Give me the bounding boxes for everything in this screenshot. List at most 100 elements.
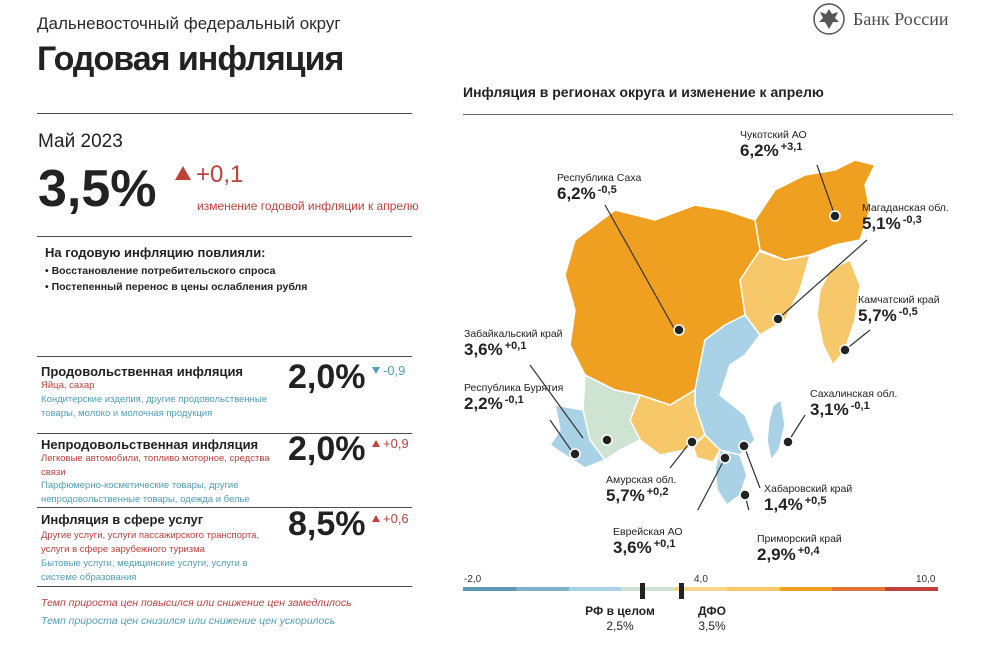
region-name: Забайкальский край — [464, 328, 563, 340]
region-label: Приморский край 2,9% +0,4 — [757, 533, 842, 565]
marker-rf-label: РФ в целом — [585, 604, 655, 618]
scale-segment — [463, 587, 516, 591]
leader-line — [604, 204, 676, 331]
logo-text: Банк России — [853, 8, 949, 29]
change-note: изменение годовой инфляции к апрелю — [197, 199, 419, 213]
category-value: 2,0% — [288, 430, 366, 468]
category-down-items: Кондитерские изделия, другие продовольст… — [41, 394, 268, 419]
region-chukotka[interactable] — [754, 159, 877, 261]
category-divider — [37, 356, 412, 357]
leader-line — [529, 364, 584, 439]
eagle-emblem-icon — [813, 3, 845, 35]
legend-increase: Темп прироста цен повысился или снижение… — [41, 597, 352, 609]
region-value: 6,2% +3,1 — [740, 141, 803, 160]
factors-title: На годовую инфляцию повлияли: — [45, 245, 266, 260]
region-name: Приморский край — [757, 533, 842, 545]
region-label: Забайкальский край 3,6% +0,1 — [464, 328, 563, 360]
region-name: Республика Бурятия — [464, 382, 564, 394]
region-label: Республика Бурятия 2,2% -0,1 — [464, 382, 563, 414]
region-label: Хабаровский край 1,4% +0,5 — [764, 483, 852, 515]
region-buryatia[interactable] — [548, 404, 607, 469]
region-label: Республика Саха 6,2% -0,5 — [557, 172, 641, 204]
factor-item: • Восстановление потребительского спроса — [45, 265, 276, 277]
region-label: Сахалинская обл. 3,1% -0,1 — [810, 388, 897, 420]
triangle-up-icon — [372, 440, 380, 447]
region-name: Чукотский АО — [740, 129, 807, 141]
leader-line — [743, 445, 761, 489]
leader-line — [697, 457, 726, 510]
category-change-value: +0,6 — [383, 511, 409, 526]
category-up-items: Легковые автомобили, топливо моторное, с… — [41, 453, 270, 478]
category-change-value: +0,9 — [383, 436, 409, 451]
region-name: Амурская обл. — [606, 474, 677, 486]
page-title: Годовая инфляция — [37, 40, 344, 78]
marker-dfo — [679, 583, 684, 599]
region-dot — [719, 452, 731, 464]
region-name: Еврейская АО — [613, 526, 683, 538]
triangle-down-icon — [372, 367, 380, 374]
region-name: Камчатский край — [858, 294, 940, 306]
region-name: Хабаровский край — [764, 483, 853, 495]
scale-segment — [779, 587, 833, 591]
annual-inflation-change: +0,1 — [175, 161, 243, 189]
region-dot — [782, 436, 794, 448]
category-divider — [37, 586, 412, 587]
region-dot — [601, 434, 613, 446]
factor-item: • Постепенный перенос в цены ослабления … — [45, 281, 308, 293]
region-value: 5,1% -0,3 — [862, 214, 922, 233]
region-sakhalin[interactable] — [766, 398, 786, 462]
region-dot — [772, 313, 784, 325]
region-value: 5,7% -0,5 — [858, 306, 918, 325]
leader-line — [777, 239, 868, 320]
marker-rf — [640, 583, 645, 599]
region-value: 3,1% -0,1 — [810, 400, 870, 419]
category-up-items: Яйца, сахар — [41, 380, 95, 391]
category-value: 2,0% — [288, 358, 366, 396]
scale-segment — [726, 587, 780, 591]
region-value: 2,2% -0,1 — [464, 394, 524, 413]
region-name: Сахалинская обл. — [810, 388, 898, 400]
region-dot — [839, 344, 851, 356]
region-label: Чукотский АО 6,2% +3,1 — [740, 129, 807, 161]
region-value: 5,7% +0,2 — [606, 486, 669, 505]
scale-max-label: 10,0 — [916, 574, 936, 585]
bank-logo[interactable]: Банк России — [812, 2, 948, 36]
category-down-items: Бытовые услуги, медицинские услуги, услу… — [41, 558, 248, 583]
category-value: 8,5% — [288, 505, 366, 543]
scale-segment — [674, 587, 727, 591]
scale-segment — [832, 587, 886, 591]
scale-segment — [568, 587, 622, 591]
category-change: +0,6 — [372, 511, 409, 526]
region-label: Камчатский край 5,7% -0,5 — [858, 294, 940, 326]
legend-decrease: Темп прироста цен снизился или снижение … — [41, 615, 336, 627]
marker-dfo-value: 3,5% — [698, 619, 726, 633]
region-dot — [738, 440, 750, 452]
region-dot — [569, 448, 581, 460]
regions-map — [529, 159, 877, 510]
region-primorsky[interactable] — [714, 449, 748, 507]
scale-min-label: -2,0 — [464, 574, 482, 585]
region-value: 2,9% +0,4 — [757, 545, 820, 564]
region-sakha[interactable] — [564, 204, 761, 406]
summary-divider — [37, 236, 412, 237]
region-dot — [686, 436, 698, 448]
map-title: Инфляция в регионах округа и изменение к… — [463, 84, 824, 100]
category-change: +0,9 — [372, 436, 409, 451]
marker-dfo-label: ДФО — [698, 604, 726, 618]
leader-line — [816, 164, 836, 217]
region-label: Магаданская обл. 5,1% -0,3 — [862, 202, 949, 234]
leader-line — [549, 419, 574, 454]
color-scale-bar — [463, 587, 939, 591]
page-subtitle: Дальневосточный федеральный округ — [37, 14, 341, 33]
map-title-divider — [463, 114, 953, 115]
region-label: Еврейская АО 3,6% +0,1 — [613, 526, 683, 558]
region-kamchatka[interactable] — [816, 258, 861, 367]
category-up-items: Другие услуги, услуги пассажирского тран… — [41, 530, 260, 555]
category-change-value: -0,9 — [383, 363, 406, 378]
region-value: 6,2% -0,5 — [557, 184, 617, 203]
leader-line — [744, 494, 750, 510]
category-divider — [37, 433, 412, 434]
category-title: Непродовольственная инфляция — [41, 437, 259, 452]
region-dot — [829, 210, 841, 222]
region-value: 1,4% +0,5 — [764, 495, 827, 514]
